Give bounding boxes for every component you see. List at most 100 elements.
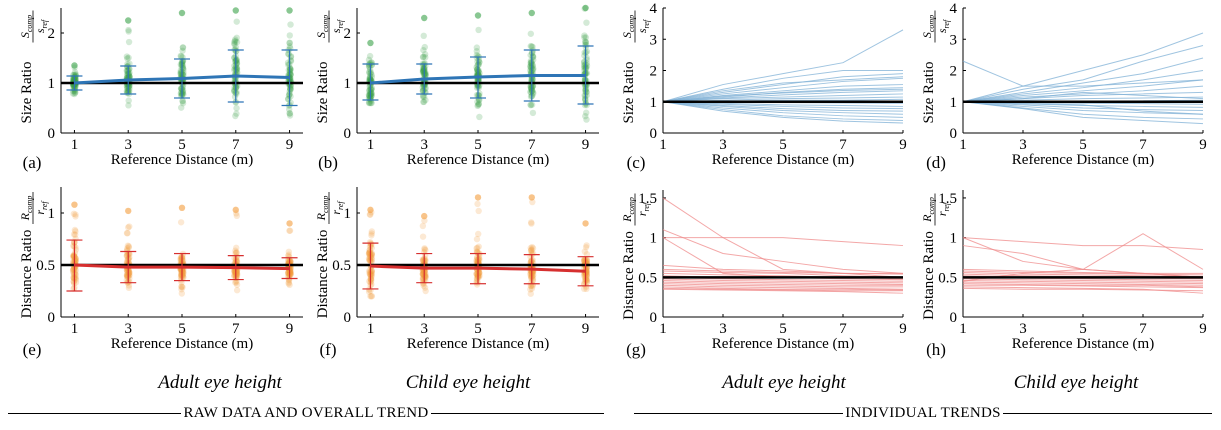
y-axis-formula: Rcomp rref <box>18 192 49 224</box>
x-tick-label: 7 <box>232 321 240 337</box>
x-tick-label: 1 <box>959 321 967 337</box>
y-tick-label: 1 <box>344 76 352 92</box>
data-point <box>529 256 536 264</box>
data-point <box>366 211 374 218</box>
y-axis-formula: Scomp sref <box>620 10 651 43</box>
data-point <box>286 112 294 119</box>
data-point <box>420 32 427 40</box>
data-point <box>179 63 187 70</box>
data-point <box>475 26 482 34</box>
y-tick-label: 0 <box>344 310 352 326</box>
data-point <box>71 87 79 94</box>
data-point <box>367 97 375 104</box>
data-point <box>179 100 187 107</box>
caption-child-individual: Child eye height <box>1013 372 1139 393</box>
participant-line <box>962 268 1203 274</box>
data-point <box>286 110 293 117</box>
data-point <box>125 97 132 104</box>
data-point <box>125 28 132 35</box>
participant-line <box>662 101 904 124</box>
data-point <box>366 75 373 82</box>
data-point <box>583 54 590 61</box>
y-tick-label: 0.5 <box>332 258 351 274</box>
formula-denominator: rref <box>33 200 49 215</box>
data-point <box>422 287 429 295</box>
data-point <box>179 44 187 51</box>
data-point <box>125 269 133 277</box>
data-point <box>368 293 376 300</box>
data-point <box>125 282 133 289</box>
data-point <box>71 201 78 208</box>
data-point <box>177 219 185 226</box>
data-point <box>233 244 240 252</box>
x-tick-label: 5 <box>474 137 482 153</box>
data-point <box>474 52 482 60</box>
participant-line <box>962 237 1204 251</box>
x-tick-label: 9 <box>582 321 590 337</box>
data-point <box>527 89 535 96</box>
data-point <box>125 17 132 24</box>
data-point <box>70 265 77 273</box>
data-point <box>420 271 427 279</box>
participant-line <box>662 77 904 103</box>
data-point <box>124 273 131 281</box>
data-point <box>581 248 589 255</box>
data-point <box>366 60 374 67</box>
data-point <box>368 241 375 248</box>
participant-line <box>663 237 904 247</box>
data-point <box>420 65 427 72</box>
data-point <box>231 83 238 91</box>
data-point <box>233 38 241 46</box>
data-point <box>367 86 375 93</box>
data-point <box>178 9 186 17</box>
data-point <box>178 104 185 111</box>
y-tick-label: 1 <box>48 206 56 222</box>
y-axis-label: Distance Ratio <box>621 231 637 320</box>
data-point <box>366 252 374 259</box>
y-axis-formula: Scomp sref <box>314 10 345 43</box>
data-point <box>125 270 133 277</box>
data-point <box>583 19 590 26</box>
data-point <box>287 258 294 266</box>
participant-line <box>662 287 903 292</box>
data-point <box>582 38 590 46</box>
y-axis-formula: Scomp sref <box>18 10 49 43</box>
data-point <box>476 113 483 121</box>
data-point <box>125 268 133 275</box>
x-tick-label: 1 <box>71 137 79 153</box>
x-tick-label: 9 <box>1199 137 1207 153</box>
data-point <box>473 235 481 243</box>
y-tick-label: 4 <box>650 1 658 17</box>
data-point <box>527 219 535 226</box>
data-point <box>71 68 79 76</box>
chart-panel-h: 0 0.5 1 1.5 1 3 5 7 9 Reference Distance (m) Dista… <box>920 190 1207 359</box>
data-point <box>179 89 187 96</box>
data-point <box>368 270 375 278</box>
panel-label: (g) <box>626 340 646 359</box>
data-point <box>367 90 375 97</box>
data-point <box>475 100 482 108</box>
participant-line <box>962 278 1204 283</box>
data-point <box>367 206 374 214</box>
data-point <box>474 66 481 73</box>
data-point <box>286 269 294 276</box>
data-point <box>70 278 77 285</box>
data-point <box>366 246 373 254</box>
formula-numerator: Rcomp <box>920 197 936 223</box>
participant-line <box>662 288 904 294</box>
data-point <box>365 288 373 295</box>
y-tick-label: 0.5 <box>638 270 657 286</box>
data-point <box>124 55 131 62</box>
participant-line <box>662 283 903 288</box>
data-point <box>126 60 133 67</box>
data-point <box>179 272 187 279</box>
participant-line <box>662 101 904 121</box>
data-point <box>527 102 534 109</box>
x-axis-label: Reference Distance (m) <box>712 336 854 352</box>
data-point <box>529 245 537 252</box>
data-point <box>233 56 240 64</box>
data-point <box>366 250 374 258</box>
data-point <box>368 230 375 237</box>
formula-numerator: Scomp <box>920 15 936 38</box>
data-point <box>125 284 133 292</box>
